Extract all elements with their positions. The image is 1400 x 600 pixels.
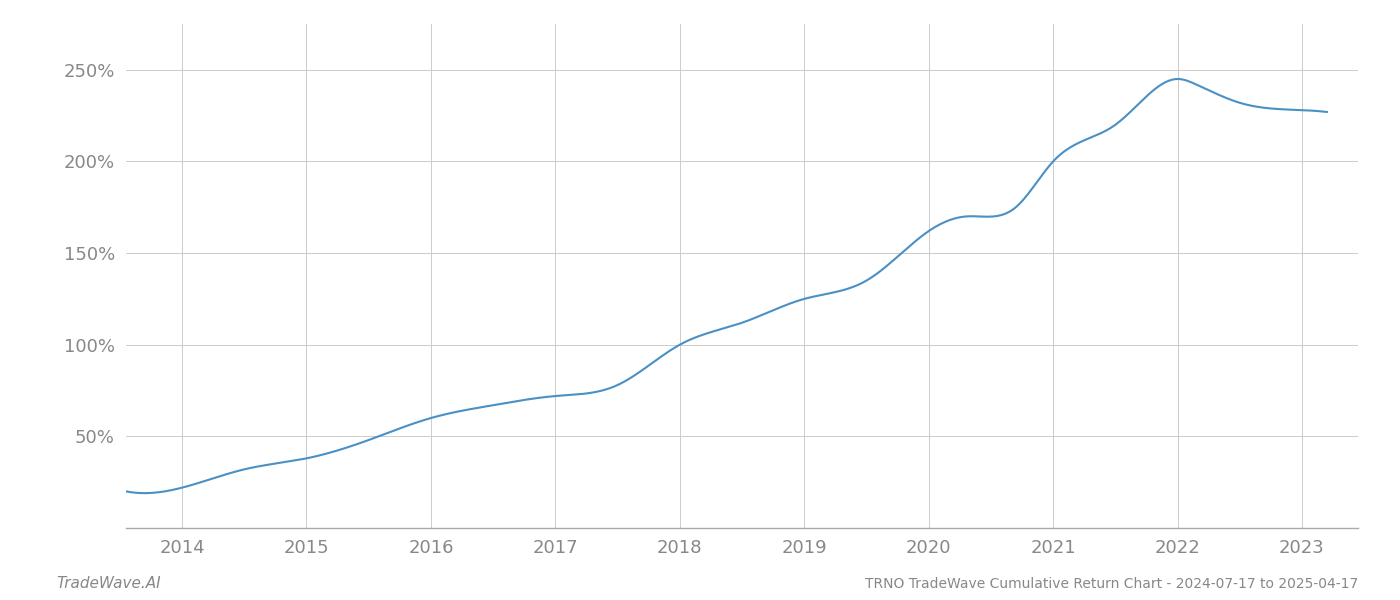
Text: TRNO TradeWave Cumulative Return Chart - 2024-07-17 to 2025-04-17: TRNO TradeWave Cumulative Return Chart -…	[865, 577, 1358, 591]
Text: TradeWave.AI: TradeWave.AI	[56, 576, 161, 591]
